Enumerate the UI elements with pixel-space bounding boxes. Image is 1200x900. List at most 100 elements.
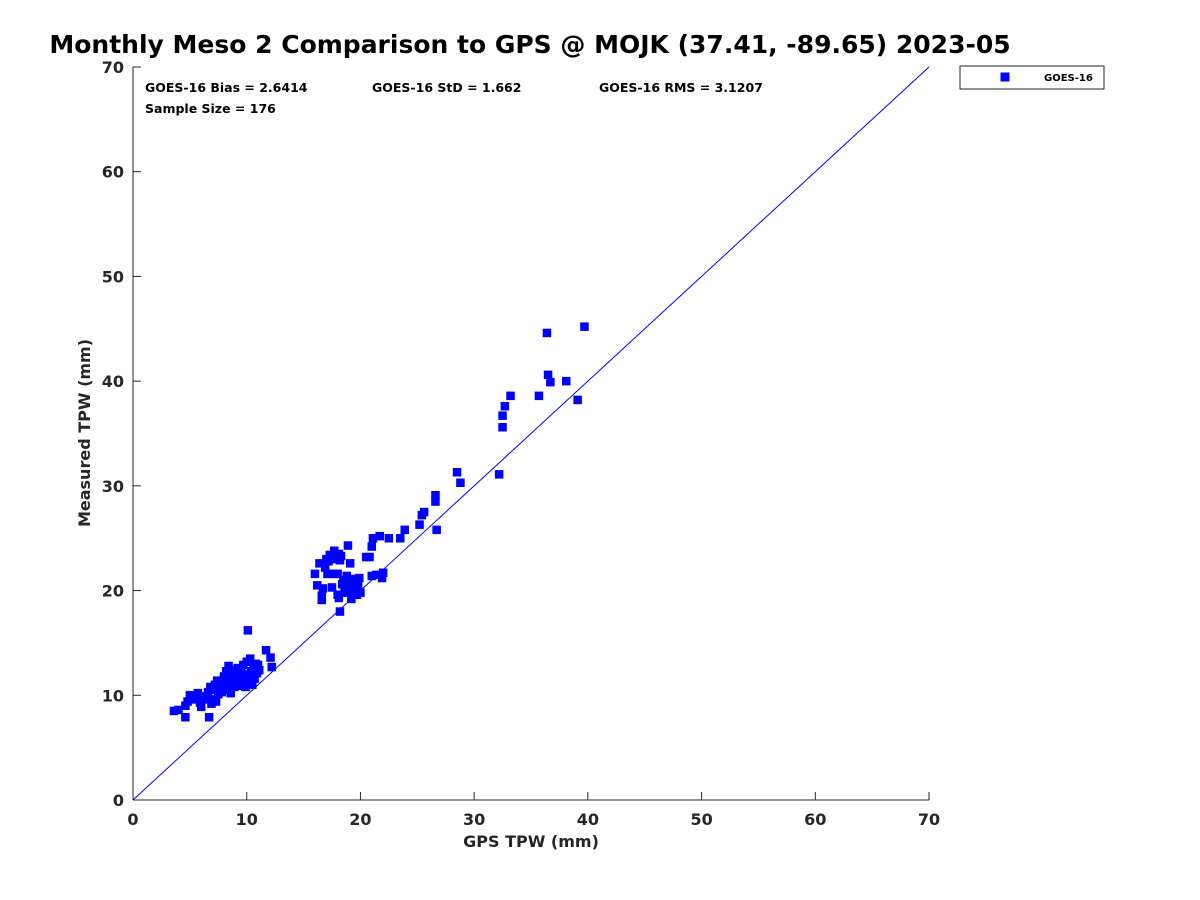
data-point (222, 667, 231, 676)
one-to-one-reference-line (132, 66, 930, 801)
data-point (328, 569, 338, 579)
data-point (243, 626, 253, 635)
y-axis-title: Measured TPW (mm) (75, 339, 94, 527)
x-tick-label: 60 (804, 810, 826, 829)
y-tick-label: 60 (102, 163, 124, 182)
data-point (253, 660, 263, 670)
data-point (236, 668, 246, 677)
data-point (340, 588, 349, 597)
data-point (241, 682, 250, 692)
data-point (378, 568, 388, 577)
data-point (211, 697, 221, 706)
x-tick-label: 30 (463, 810, 485, 829)
data-point (500, 402, 510, 411)
sample-size-stat: Sample Size = 176 (145, 101, 276, 116)
data-point (169, 706, 179, 716)
y-tick-label: 30 (102, 477, 124, 496)
data-point (573, 395, 582, 405)
data-point (204, 713, 214, 722)
data-point (317, 595, 326, 605)
data-point (327, 583, 337, 592)
data-point (506, 391, 515, 401)
data-point (245, 654, 255, 663)
data-point (318, 584, 328, 593)
data-point (330, 546, 339, 555)
data-point (230, 682, 239, 692)
data-point (174, 705, 183, 715)
y-tick-label: 0 (113, 791, 124, 810)
data-point (368, 534, 378, 543)
y-tick-label: 20 (102, 582, 124, 601)
std-stat: GOES-16 StD = 1.662 (372, 80, 521, 95)
x-tick-label: 70 (918, 810, 940, 829)
data-point (261, 646, 271, 655)
data-point (255, 665, 264, 675)
legend-marker-goes16 (1000, 72, 1010, 82)
data-point (193, 688, 203, 698)
y-tick-label: 40 (102, 372, 124, 391)
data-point (349, 585, 358, 594)
data-point (197, 702, 206, 712)
legend-label-goes16: GOES-16 (1044, 73, 1093, 84)
data-point (400, 525, 409, 535)
data-point (235, 673, 245, 682)
data-point (367, 542, 376, 551)
x-tick-label: 40 (577, 810, 599, 829)
x-axis-ticks: 0 10 20 30 40 50 60 70 (127, 792, 940, 829)
chart-title: Monthly Meso 2 Comparison to GPS @ MOJK … (49, 30, 1010, 59)
x-axis-title: GPS TPW (mm) (463, 832, 599, 851)
y-tick-label: 10 (102, 686, 124, 705)
data-point (344, 587, 354, 596)
data-point (315, 559, 324, 568)
data-point (219, 672, 229, 681)
data-point (267, 662, 276, 672)
data-point (431, 491, 440, 500)
data-point (217, 687, 226, 697)
rms-stat: GOES-16 RMS = 3.1207 (599, 80, 763, 95)
legend-box (959, 65, 1105, 90)
data-point (372, 570, 381, 580)
data-point (226, 688, 235, 698)
data-point (331, 554, 340, 564)
plot-area: 0 10 20 30 40 50 60 70 0 10 20 30 40 50 60 70 (102, 58, 940, 829)
data-point (334, 593, 344, 603)
data-point (203, 687, 213, 697)
data-point (494, 470, 504, 479)
data-point (546, 377, 555, 387)
data-point (324, 557, 333, 566)
data-point (452, 468, 462, 477)
data-point (313, 581, 322, 590)
data-point (456, 478, 465, 487)
data-point (384, 534, 394, 543)
data-point (320, 563, 330, 572)
data-point (343, 541, 353, 550)
data-point (498, 423, 507, 432)
data-point (342, 571, 351, 581)
bias-stat: GOES-16 Bias = 2.6414 (145, 80, 308, 95)
data-point (248, 680, 257, 690)
data-point (353, 582, 363, 591)
data-point (345, 559, 355, 568)
data-point (333, 569, 342, 579)
data-point (218, 678, 228, 687)
data-point (209, 685, 218, 695)
data-point (335, 607, 345, 616)
data-point (365, 552, 374, 562)
data-point (375, 531, 384, 541)
data-point (181, 713, 190, 722)
data-point (347, 594, 356, 604)
data-point (212, 676, 222, 685)
data-point (325, 550, 334, 560)
data-point (396, 534, 405, 543)
legend: GOES-16 (959, 65, 1105, 90)
y-tick-label: 50 (102, 267, 124, 286)
data-point (183, 697, 192, 706)
data-point (225, 680, 234, 690)
data-point (534, 391, 544, 401)
data-point (250, 674, 259, 683)
data-point (266, 653, 275, 662)
goes16-series (169, 322, 589, 722)
data-point (323, 569, 332, 579)
data-point (498, 411, 507, 420)
